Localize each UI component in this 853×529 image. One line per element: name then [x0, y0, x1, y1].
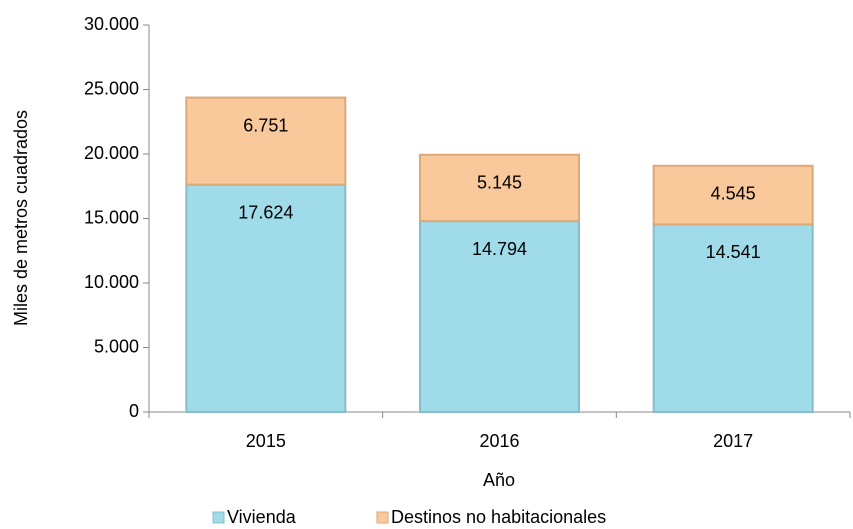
y-tick-label: 0 [129, 401, 139, 421]
y-tick-label: 10.000 [84, 272, 139, 292]
legend-swatch [376, 511, 389, 524]
y-tick-label: 20.000 [84, 143, 139, 163]
value-label: 14.794 [472, 239, 527, 259]
x-tick-label: 2017 [713, 431, 753, 451]
bar-segment [185, 183, 347, 413]
bar-segment [185, 96, 347, 186]
bar-segment [419, 220, 580, 413]
legend-label: Vivienda [227, 507, 297, 527]
value-label: 17.624 [238, 202, 293, 222]
bar-segment [652, 223, 814, 413]
value-label: 5.145 [477, 173, 522, 193]
legend-label: Destinos no habitacionales [391, 507, 606, 527]
value-label: 6.751 [243, 115, 288, 135]
y-axis-title: Miles de metros cuadrados [11, 110, 31, 326]
x-tick-label: 2015 [246, 431, 286, 451]
legend-swatch [212, 511, 225, 524]
y-tick-label: 25.000 [84, 78, 139, 98]
x-tick-label: 2016 [479, 431, 519, 451]
y-tick-label: 30.000 [84, 14, 139, 34]
value-label: 4.545 [711, 184, 756, 204]
x-axis-title: Año [483, 470, 515, 490]
bar-segment [652, 164, 814, 226]
y-tick-label: 15.000 [84, 207, 139, 227]
value-label: 14.541 [706, 242, 761, 262]
y-tick-label: 5.000 [94, 336, 139, 356]
bar-segment [419, 153, 580, 223]
